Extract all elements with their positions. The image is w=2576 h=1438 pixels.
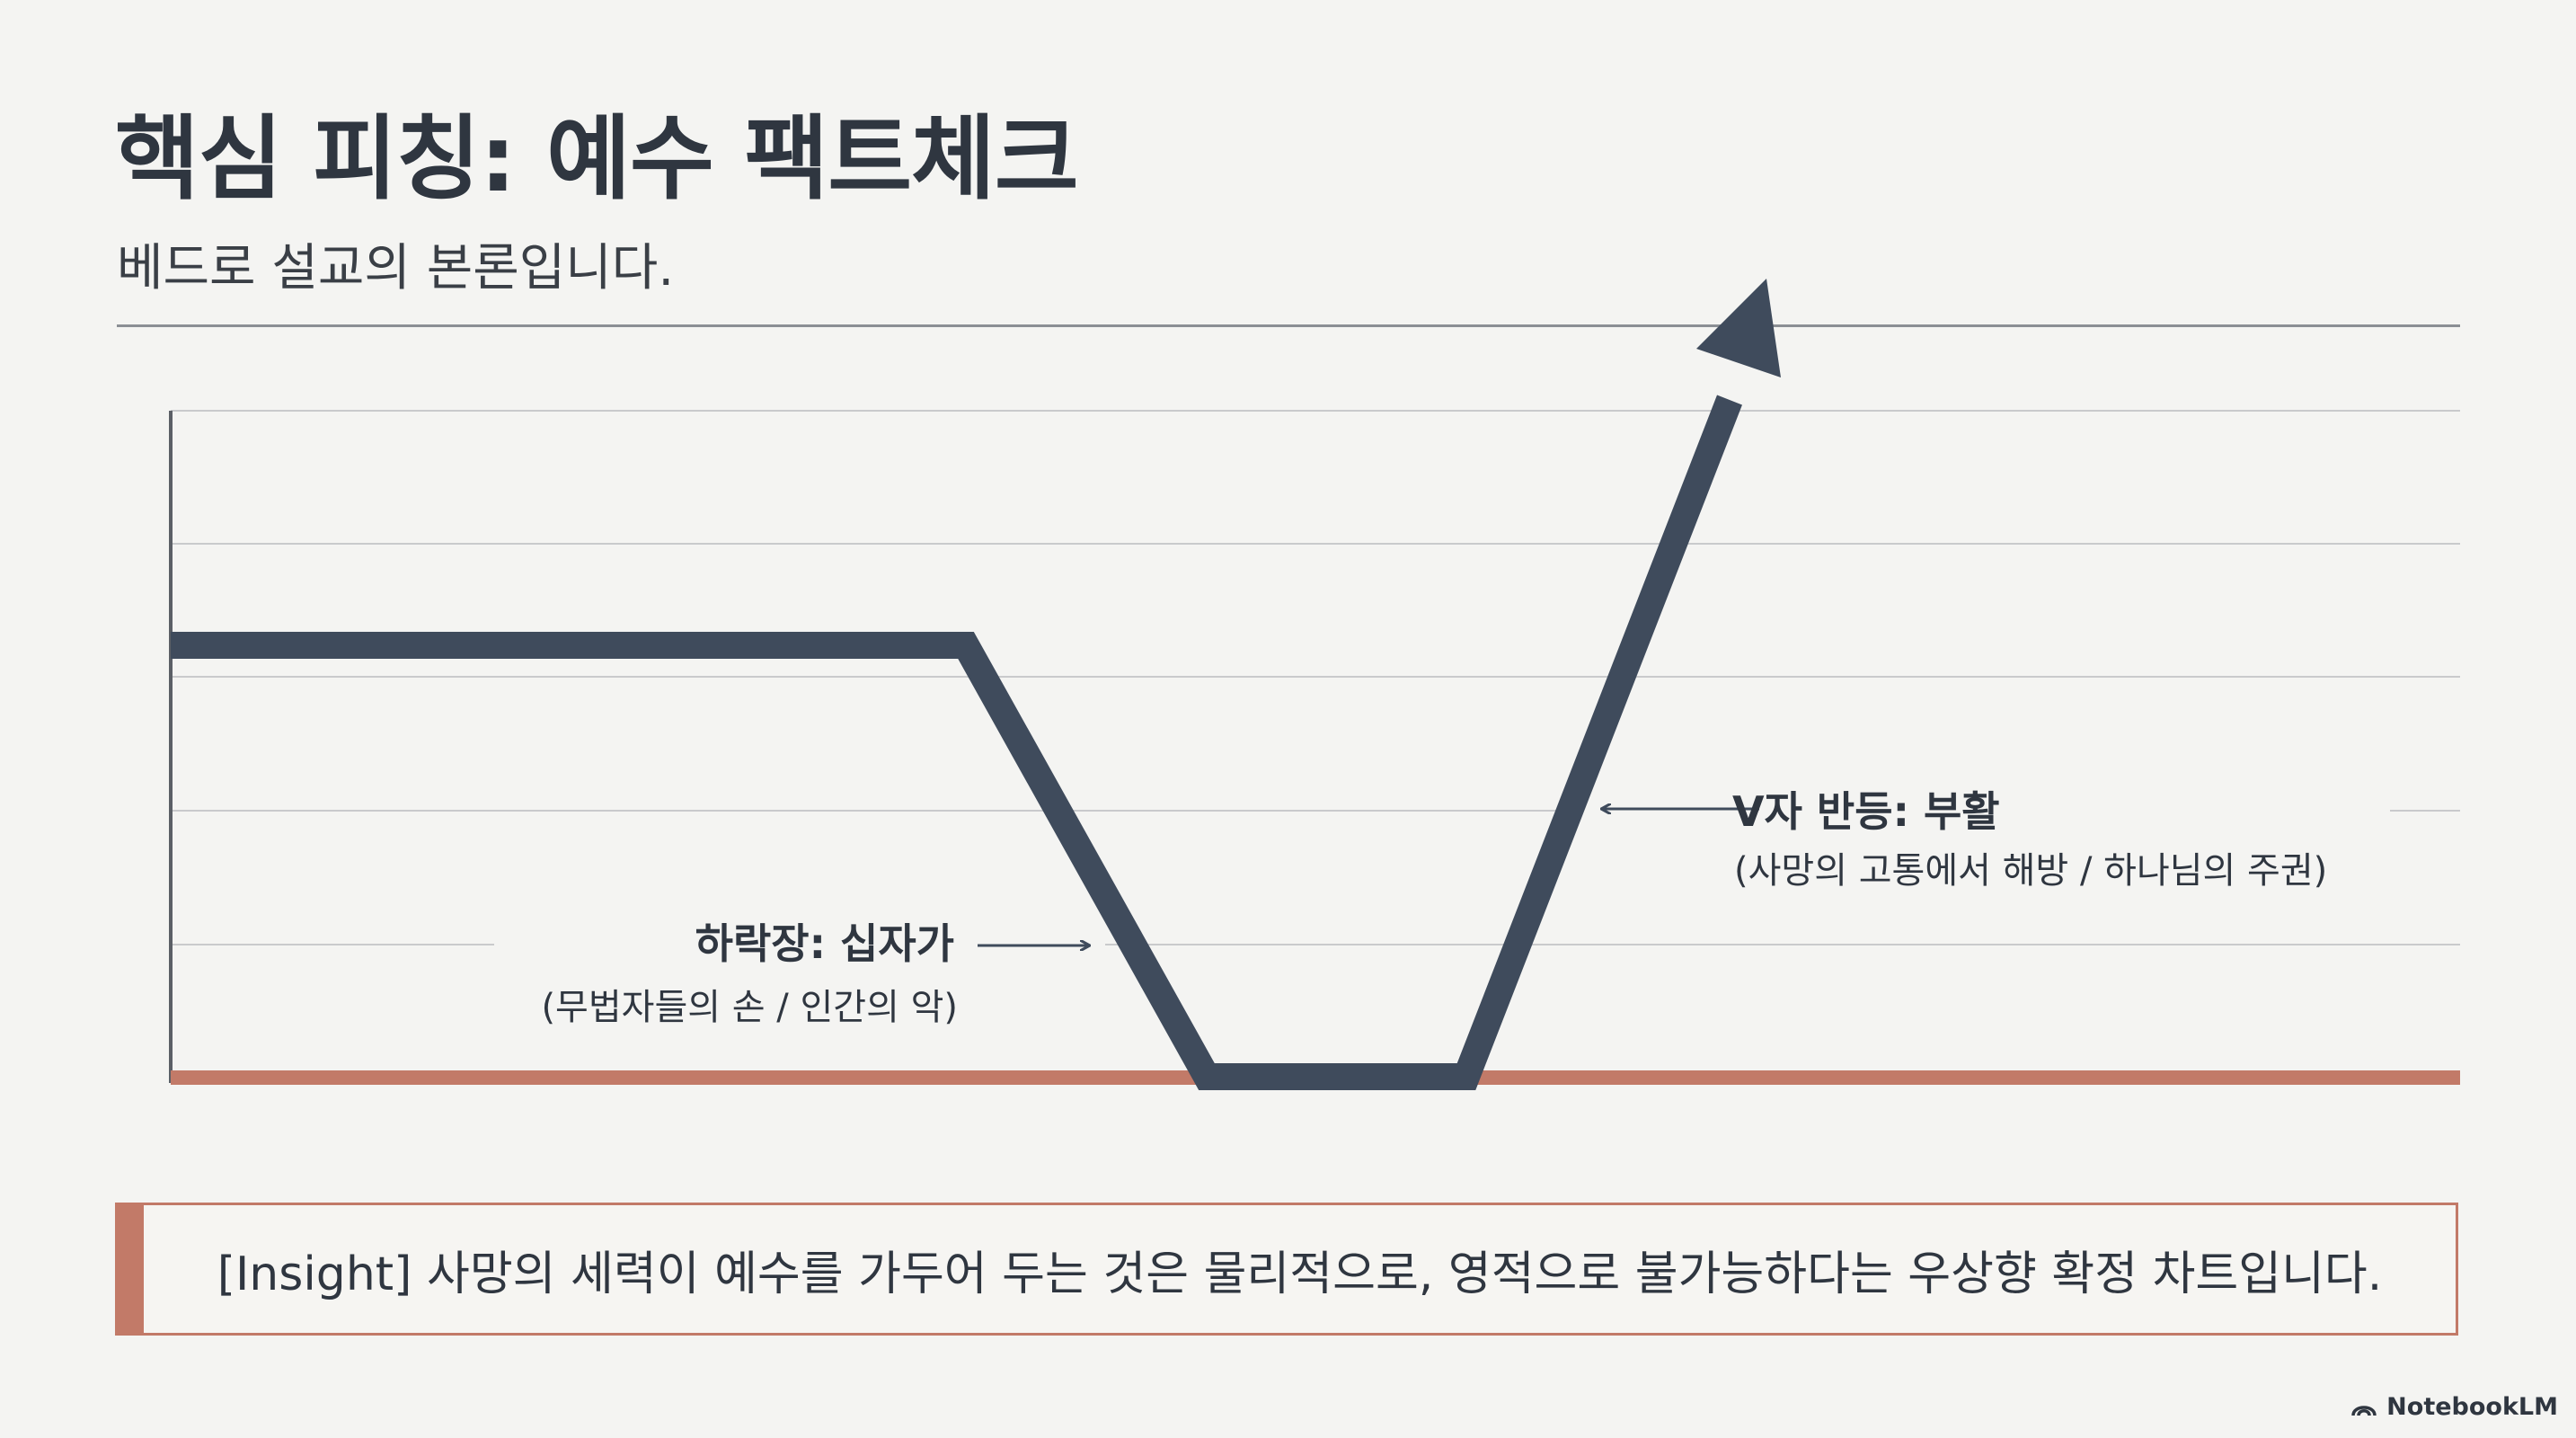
grid-lines xyxy=(171,410,2460,945)
slide-title: 핵심 피칭: 예수 팩트체크 xyxy=(115,106,1079,213)
slide-subtitle: 베드로 설교의 본론입니다. xyxy=(117,239,675,297)
rebound-label: V자 반등: 부활 xyxy=(1732,787,2000,836)
trend-line xyxy=(171,395,1742,1090)
insight-callout: [Insight] 사망의 세력이 예수를 가두어 두는 것은 물리적으로, 영… xyxy=(115,1203,2458,1336)
drop-label: 하락장: 십자가 xyxy=(695,919,954,968)
rebound-sublabel: (사망의 고통에서 해방 / 하나님의 주권) xyxy=(1734,850,2327,892)
brand-label: NotebookLM xyxy=(2386,1393,2558,1421)
header-divider xyxy=(117,324,2460,327)
insight-text: [Insight] 사망의 세력이 예수를 가두어 두는 것은 물리적으로, 영… xyxy=(217,1247,2383,1301)
drop-sublabel: (무법자들의 손 / 인간의 악) xyxy=(541,987,958,1028)
brand-watermark: NotebookLM xyxy=(2350,1393,2558,1421)
trend-arrowhead xyxy=(1696,279,1781,377)
notebooklm-icon xyxy=(2351,1405,2377,1416)
